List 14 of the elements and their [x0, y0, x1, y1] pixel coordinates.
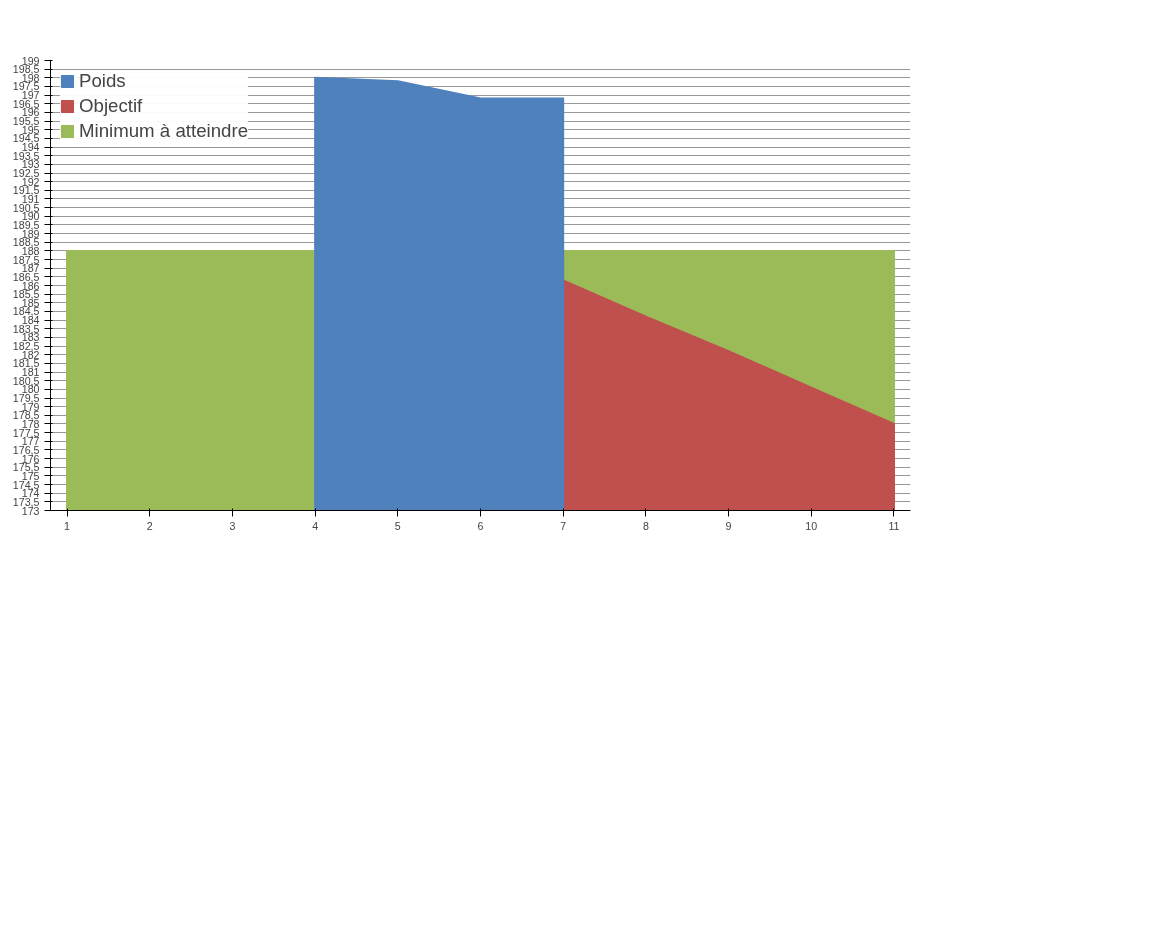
legend-label: Objectif — [79, 95, 143, 117]
x-tick-label: 4 — [312, 519, 319, 532]
x-tick-label: 3 — [229, 519, 236, 532]
x-tick-label: 2 — [146, 519, 153, 532]
x-tick-label: 7 — [560, 519, 567, 532]
x-tick-label: 5 — [394, 519, 401, 532]
x-tick-label: 11 — [888, 519, 900, 532]
x-tick-label: 10 — [805, 519, 818, 532]
x-tick-label: 6 — [477, 519, 484, 532]
legend-label: Minimum à atteindre — [79, 120, 249, 142]
x-tick-label: 9 — [725, 519, 732, 532]
legend-label: Poids — [79, 70, 126, 92]
x-tick-label: 1 — [64, 519, 71, 532]
x-tick-label: 8 — [642, 519, 649, 532]
